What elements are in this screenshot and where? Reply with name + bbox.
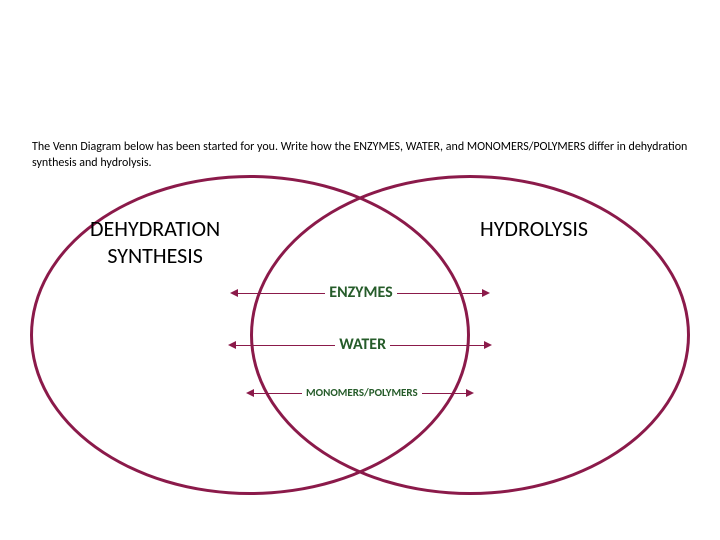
arrow-line [385,345,484,346]
venn-left-label-line2: SYNTHESIS [107,242,203,269]
center-label-monomers: MONOMERS/POLYMERS [302,386,422,399]
instruction-text: The Venn Diagram below has been started … [32,140,688,171]
venn-left-label: DEHYDRATION SYNTHESIS [90,215,220,269]
arrow-head-right-icon [466,389,474,397]
venn-diagram: DEHYDRATION SYNTHESIS HYDROLYSIS ENZYMES… [0,175,720,515]
venn-right-circle [250,175,690,495]
arrow-line [254,393,302,394]
venn-left-label-line1: DEHYDRATION [90,215,220,242]
arrow-line [238,293,325,294]
center-label-enzymes: ENZYMES [325,283,396,302]
venn-right-label-text: HYDROLYSIS [480,215,588,242]
arrow-line [418,393,466,394]
arrow-line [395,293,482,294]
arrow-head-left-icon [228,341,236,349]
arrow-head-left-icon [230,289,238,297]
arrow-head-left-icon [246,389,254,397]
arrow-head-right-icon [482,289,490,297]
arrow-line [236,345,335,346]
venn-right-label: HYDROLYSIS [480,215,588,242]
center-label-water: WATER [335,335,390,354]
arrow-head-right-icon [484,341,492,349]
